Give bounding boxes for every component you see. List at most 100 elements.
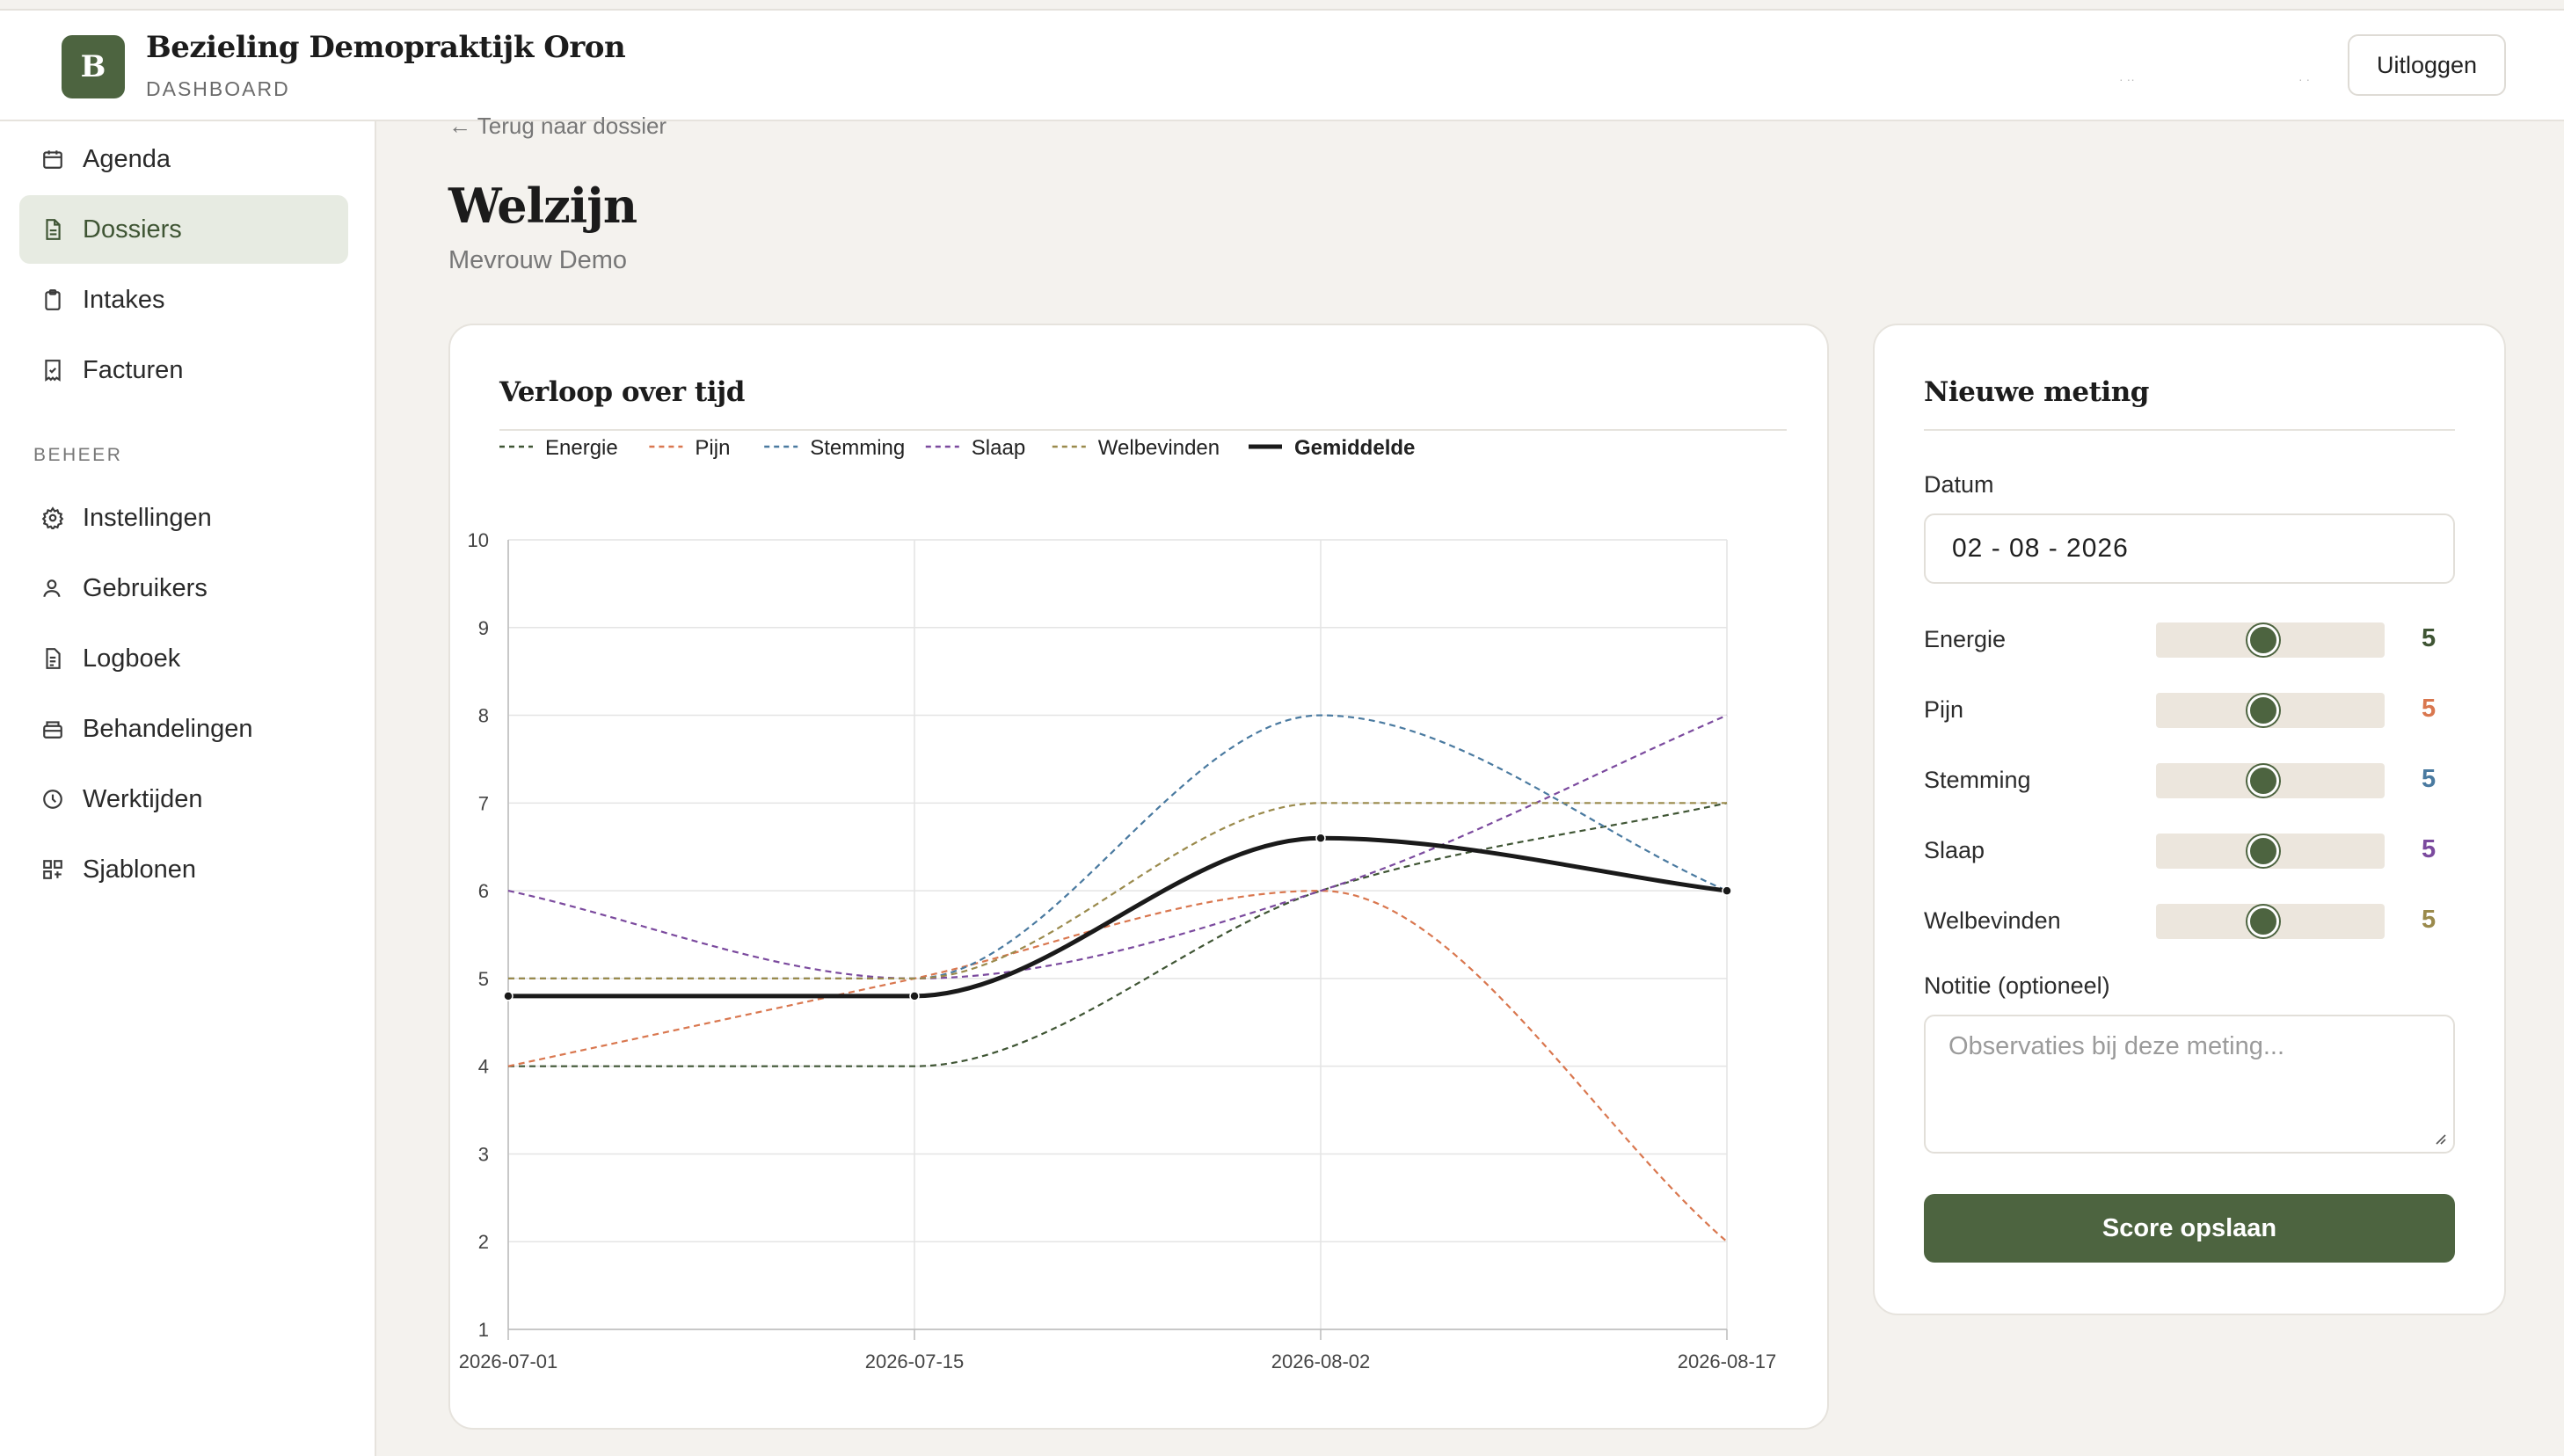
save-score-button[interactable]: Score opslaan xyxy=(1924,1194,2455,1263)
y-tick-label: 10 xyxy=(468,529,489,551)
slider-thumb[interactable] xyxy=(2247,835,2280,867)
data-point xyxy=(1315,833,1326,843)
chart-card: Verloop over tijd 1 2 3 4 5 6 7 8 9 10 2026-07-01 2… xyxy=(448,324,1829,1430)
slider-thumb[interactable] xyxy=(2247,765,2280,797)
slider-row-slaap: Slaap 5 xyxy=(1924,834,2455,869)
slider-value: 5 xyxy=(2422,906,2437,934)
slider-thumb[interactable] xyxy=(2247,906,2280,937)
sidebar-item-agenda[interactable]: Agenda xyxy=(19,125,348,193)
calendar-icon xyxy=(35,148,70,171)
slider-label: Welbevinden xyxy=(1924,907,2061,934)
slider-row-stemming: Stemming 5 xyxy=(1924,763,2455,798)
top-strip xyxy=(0,0,2564,11)
logo: B xyxy=(62,35,125,98)
slider-energie[interactable] xyxy=(2156,622,2385,658)
series-line-energie xyxy=(507,802,1728,1067)
x-tick-label: 2026-07-01 xyxy=(459,1350,558,1372)
clock-icon xyxy=(35,788,70,811)
data-point xyxy=(909,991,920,1001)
legend-item-energie[interactable]: Energie xyxy=(545,436,618,460)
main-content: ← Terug naar dossier Welzijn Mevrouw Dem… xyxy=(378,113,2564,1456)
sidebar-item-label: Facturen xyxy=(83,355,184,384)
slider-thumb[interactable] xyxy=(2247,624,2280,656)
note-placeholder: Observaties bij deze meting... xyxy=(1948,1032,2285,1060)
slider-thumb[interactable] xyxy=(2247,695,2280,726)
sidebar-item-label: Agenda xyxy=(83,144,171,173)
header-dots-icon: · · xyxy=(2298,72,2311,86)
slider-value: 5 xyxy=(2422,695,2437,723)
clipboard-icon xyxy=(35,288,70,311)
form-title: Nieuwe meting xyxy=(1924,376,2149,408)
line-chart: 1 2 3 4 5 6 7 8 9 10 2026-07-01 2026-07-15 2026-08-0… xyxy=(459,436,1777,1372)
slider-label: Slaap xyxy=(1924,837,1985,863)
y-tick-label: 9 xyxy=(478,617,489,639)
sidebar-item-label: Behandelingen xyxy=(83,714,253,743)
y-tick-label: 8 xyxy=(478,705,489,727)
resize-grip-icon[interactable] xyxy=(2432,1131,2446,1145)
slider-value: 5 xyxy=(2422,765,2437,793)
sidebar-item-label: Instellingen xyxy=(83,503,212,532)
legend-item-slaap[interactable]: Slaap xyxy=(972,436,1025,460)
note-textarea[interactable]: Observaties bij deze meting... xyxy=(1924,1015,2455,1154)
card-divider xyxy=(1924,429,2455,431)
y-tick-label: 2 xyxy=(478,1231,489,1253)
sidebar-item-label: Gebruikers xyxy=(83,573,208,602)
slider-label: Stemming xyxy=(1924,767,2031,793)
y-tick-label: 4 xyxy=(478,1056,489,1078)
slider-row-pijn: Pijn 5 xyxy=(1924,693,2455,728)
note-label: Notitie (optioneel) xyxy=(1924,972,2110,999)
sidebar-item-instellingen[interactable]: Instellingen xyxy=(19,484,348,552)
client-name: Mevrouw Demo xyxy=(448,246,628,274)
sidebar-item-behandelingen[interactable]: Behandelingen xyxy=(19,695,348,763)
package-icon xyxy=(35,717,70,740)
date-label: Datum xyxy=(1924,471,1994,498)
slider-stemming[interactable] xyxy=(2156,763,2385,798)
legend-item-stemming[interactable]: Stemming xyxy=(810,436,905,460)
slider-welbevinden[interactable] xyxy=(2156,904,2385,939)
legend-item-welbevinden[interactable]: Welbevinden xyxy=(1098,436,1220,460)
logout-button[interactable]: Uitloggen xyxy=(2348,34,2506,96)
sidebar-item-sjablonen[interactable]: Sjablonen xyxy=(19,835,348,904)
legend-item-gemiddelde[interactable]: Gemiddelde xyxy=(1294,436,1415,460)
sidebar-item-werktijden[interactable]: Werktijden xyxy=(19,765,348,834)
slider-slaap[interactable] xyxy=(2156,834,2385,869)
user-icon xyxy=(35,577,70,600)
log-file-icon xyxy=(35,647,70,670)
slider-value: 5 xyxy=(2422,624,2437,652)
sidebar-item-gebruikers[interactable]: Gebruikers xyxy=(19,554,348,622)
y-tick-label: 6 xyxy=(478,880,489,902)
new-measurement-card: Nieuwe meting Datum 02 - 08 - 2026 Energ… xyxy=(1873,324,2506,1315)
x-tick-label: 2026-08-17 xyxy=(1678,1350,1777,1372)
slider-pijn[interactable] xyxy=(2156,693,2385,728)
section-label-beheer: BEHEER xyxy=(33,445,123,465)
gear-icon xyxy=(35,506,70,529)
x-tick-label: 2026-08-02 xyxy=(1271,1350,1371,1372)
y-tick-label: 1 xyxy=(478,1319,489,1341)
slider-row-welbevinden: Welbevinden 5 xyxy=(1924,904,2455,939)
slider-label: Energie xyxy=(1924,626,2007,652)
slider-label: Pijn xyxy=(1924,696,1964,723)
sidebar-item-logboek[interactable]: Logboek xyxy=(19,624,348,693)
slider-value: 5 xyxy=(2422,835,2437,863)
data-point xyxy=(503,991,514,1001)
series-line-stemming xyxy=(508,714,1728,979)
header-subtitle: DASHBOARD xyxy=(146,77,290,100)
sidebar-item-facturen[interactable]: Facturen xyxy=(19,336,348,404)
sidebar-item-label: Intakes xyxy=(83,285,165,314)
y-tick-label: 5 xyxy=(478,968,489,990)
practice-name: Bezieling Demopraktijk Oron xyxy=(146,30,626,65)
file-text-icon xyxy=(35,218,70,241)
data-point xyxy=(1722,885,1732,896)
receipt-icon xyxy=(35,359,70,382)
legend-item-pijn[interactable]: Pijn xyxy=(695,436,730,460)
sidebar-item-label: Werktijden xyxy=(83,784,203,813)
sidebar-item-intakes[interactable]: Intakes xyxy=(19,266,348,334)
series-line-pijn xyxy=(507,890,1728,1243)
header-dots-icon: · ·· xyxy=(2119,72,2135,86)
date-input[interactable]: 02 - 08 - 2026 xyxy=(1924,513,2455,584)
sidebar-item-dossiers[interactable]: Dossiers xyxy=(19,195,348,264)
y-tick-label: 7 xyxy=(478,792,489,814)
sidebar-item-label: Sjablonen xyxy=(83,855,196,884)
back-to-dossier-link[interactable]: ← Terug naar dossier xyxy=(448,113,667,139)
series-line-slaap xyxy=(507,714,1728,979)
